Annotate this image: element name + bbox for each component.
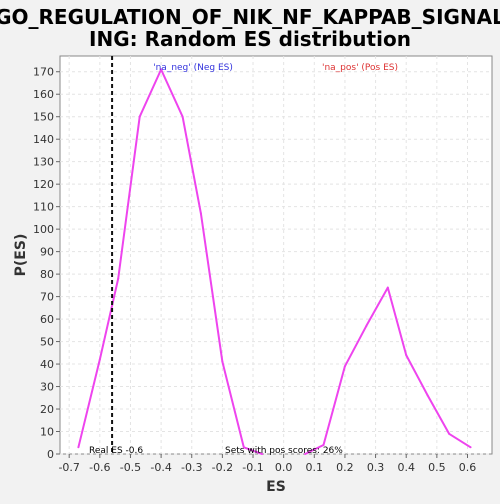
y-tick-label: 110 bbox=[33, 201, 54, 214]
y-tick-label: 170 bbox=[33, 66, 54, 79]
y-tick-label: 50 bbox=[40, 336, 54, 349]
legend: 'na_neg' (Neg ES) 'na_pos' (Pos ES) bbox=[153, 63, 398, 73]
x-axis-label: ES bbox=[266, 479, 286, 495]
data-point bbox=[160, 68, 163, 71]
x-tick-label: 0.5 bbox=[428, 461, 446, 474]
y-axis-label: P(ES) bbox=[13, 234, 29, 277]
data-point bbox=[181, 115, 184, 118]
legend-entry-neg: 'na_neg' (Neg ES) bbox=[153, 63, 233, 73]
x-tick-label: -0.4 bbox=[150, 461, 171, 474]
data-point bbox=[261, 453, 264, 455]
y-tick-label: 150 bbox=[33, 111, 54, 124]
data-point bbox=[242, 446, 245, 449]
y-tick-label: 0 bbox=[47, 448, 54, 461]
y-tick-label: 80 bbox=[40, 268, 54, 281]
chart-title-line-1: GO_REGULATION_OF_NIK_NF_KAPPAB_SIGNAL bbox=[0, 5, 500, 29]
data-point bbox=[199, 212, 202, 215]
data-point bbox=[469, 446, 472, 449]
y-tick-label: 90 bbox=[40, 246, 54, 259]
x-tick-label: 0.4 bbox=[397, 461, 415, 474]
x-tick-label: -0.1 bbox=[242, 461, 263, 474]
data-point bbox=[221, 360, 224, 363]
x-axis: -0.7 -0.6 -0.5 -0.4 -0.3 -0.2 -0.1 0.0 0.1 0.2 0.3… bbox=[58, 454, 476, 474]
y-tick-label: 130 bbox=[33, 156, 54, 169]
pos-score-annotation: Sets with pos scores: 26% bbox=[225, 446, 343, 456]
y-tick-label: 10 bbox=[40, 426, 54, 439]
x-tick-label: 0.0 bbox=[275, 461, 293, 474]
y-tick-label: 160 bbox=[33, 88, 54, 101]
y-tick-label: 40 bbox=[40, 358, 54, 371]
chart-title-line-2: ING: Random ES distribution bbox=[89, 27, 411, 51]
data-point bbox=[138, 115, 141, 118]
data-point bbox=[405, 354, 408, 357]
data-point bbox=[426, 394, 429, 397]
x-tick-label: -0.5 bbox=[120, 461, 141, 474]
series-line-neg bbox=[77, 68, 263, 455]
x-tick-label: -0.3 bbox=[181, 461, 202, 474]
y-tick-label: 30 bbox=[40, 381, 54, 394]
x-tick-label: -0.6 bbox=[89, 461, 110, 474]
series-layer bbox=[77, 68, 472, 455]
legend-entry-pos: 'na_pos' (Pos ES) bbox=[322, 63, 398, 73]
y-tick-label: 60 bbox=[40, 313, 54, 326]
real-es-label: Real ES -0.6 bbox=[89, 446, 143, 456]
data-point bbox=[365, 324, 368, 327]
data-point bbox=[322, 444, 325, 447]
y-tick-label: 20 bbox=[40, 403, 54, 416]
data-point bbox=[304, 453, 307, 455]
x-tick-label: -0.7 bbox=[58, 461, 79, 474]
y-tick-label: 120 bbox=[33, 178, 54, 191]
grid bbox=[60, 56, 492, 455]
y-axis: 0 10 20 30 40 50 60 70 80 90 100 110 120 130 140 150 160… bbox=[33, 66, 60, 461]
x-tick-label: -0.2 bbox=[212, 461, 233, 474]
data-point bbox=[386, 286, 389, 289]
y-tick-label: 100 bbox=[33, 223, 54, 236]
data-point bbox=[98, 358, 101, 361]
y-tick-label: 70 bbox=[40, 291, 54, 304]
x-tick-label: 0.2 bbox=[336, 461, 354, 474]
x-tick-label: 0.3 bbox=[367, 461, 385, 474]
data-point bbox=[117, 277, 120, 280]
data-point bbox=[448, 432, 451, 435]
data-point bbox=[77, 446, 80, 449]
plot-area bbox=[59, 55, 493, 455]
x-tick-label: 0.1 bbox=[306, 461, 324, 474]
x-tick-label: 0.6 bbox=[459, 461, 477, 474]
y-tick-label: 140 bbox=[33, 133, 54, 146]
data-point bbox=[343, 365, 346, 368]
chart-title: GO_REGULATION_OF_NIK_NF_KAPPAB_SIGNAL IN… bbox=[0, 5, 500, 51]
